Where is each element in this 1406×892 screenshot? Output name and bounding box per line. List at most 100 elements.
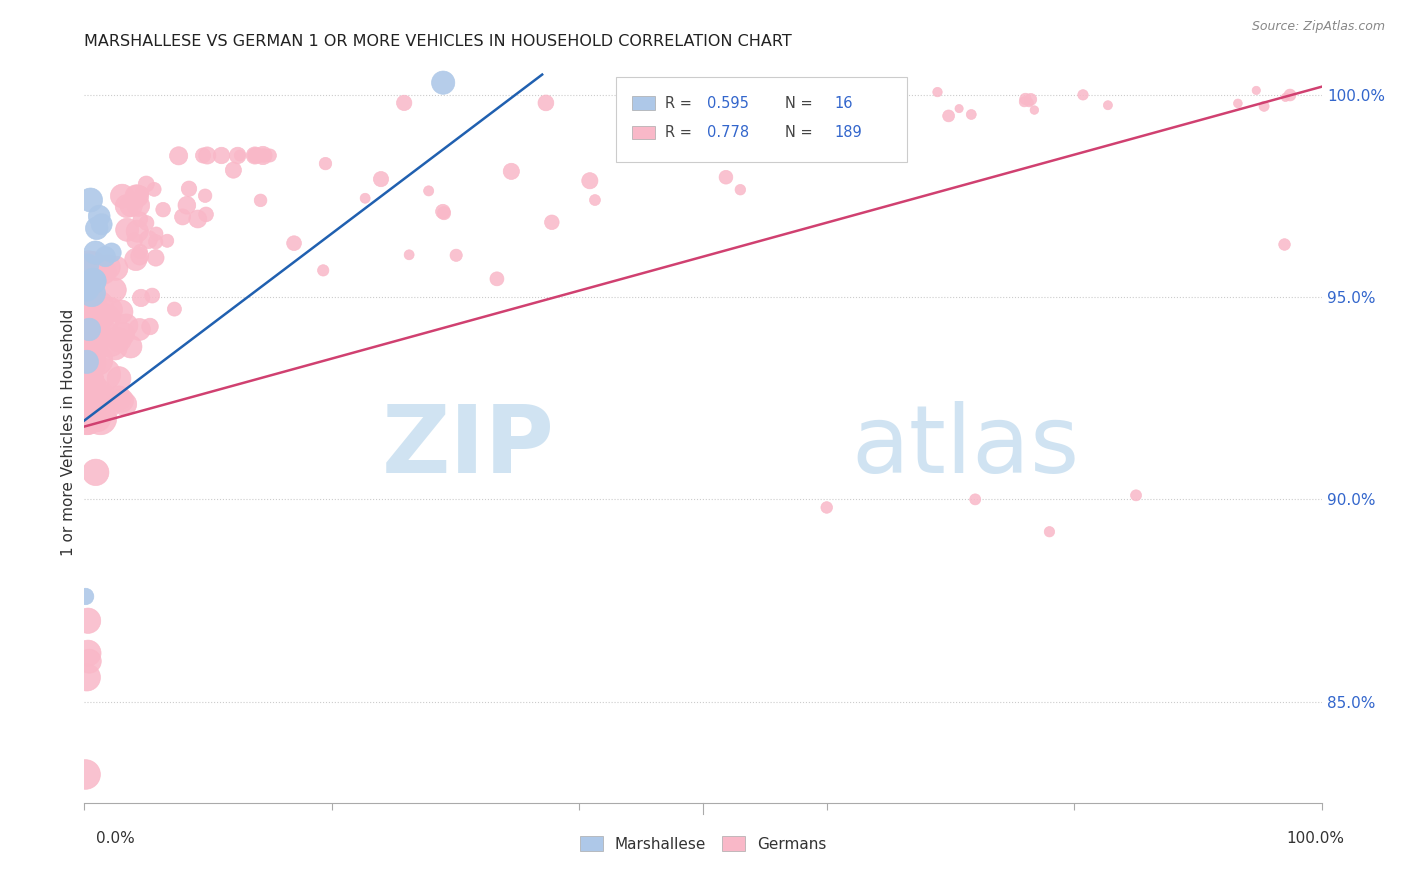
- Point: [579, 174, 602, 188]
- Point: [145, 235, 167, 249]
- Legend: Marshallese, Germans: Marshallese, Germans: [574, 830, 832, 858]
- FancyBboxPatch shape: [616, 78, 907, 162]
- Point: [775, 109, 797, 123]
- Point: [80, 300, 103, 314]
- Point: [115, 318, 138, 333]
- Point: [139, 319, 162, 334]
- Point: [226, 148, 249, 162]
- Point: [730, 183, 752, 197]
- Text: ZIP: ZIP: [381, 401, 554, 493]
- Point: [124, 234, 146, 248]
- Point: [444, 248, 467, 262]
- Point: [108, 333, 131, 347]
- Text: 16: 16: [834, 95, 852, 111]
- Point: [540, 215, 562, 229]
- Point: [94, 250, 117, 264]
- Point: [1024, 103, 1046, 117]
- Point: [91, 264, 114, 278]
- Point: [77, 348, 100, 362]
- Point: [187, 211, 209, 226]
- Point: [82, 261, 104, 276]
- Text: Source: ZipAtlas.com: Source: ZipAtlas.com: [1251, 20, 1385, 33]
- Point: [93, 391, 115, 405]
- Point: [927, 85, 949, 99]
- Point: [76, 386, 98, 401]
- Point: [1278, 88, 1301, 103]
- Point: [143, 182, 166, 196]
- Point: [111, 393, 134, 408]
- Point: [79, 343, 101, 358]
- Point: [711, 95, 734, 110]
- Point: [77, 343, 100, 357]
- Point: [76, 341, 98, 355]
- Point: [83, 274, 105, 288]
- Point: [141, 288, 163, 302]
- Point: [354, 191, 377, 205]
- Point: [76, 406, 98, 420]
- Point: [167, 149, 190, 163]
- Point: [711, 145, 734, 159]
- Point: [82, 274, 104, 288]
- Point: [172, 210, 194, 224]
- Point: [1253, 99, 1275, 113]
- Point: [80, 312, 103, 326]
- Point: [76, 282, 98, 296]
- Point: [80, 411, 103, 425]
- Point: [156, 234, 179, 248]
- Point: [1226, 96, 1249, 111]
- Point: [714, 170, 737, 185]
- Point: [75, 590, 97, 604]
- Point: [432, 204, 454, 219]
- Point: [129, 244, 152, 259]
- Text: MARSHALLESE VS GERMAN 1 OR MORE VEHICLES IN HOUSEHOLD CORRELATION CHART: MARSHALLESE VS GERMAN 1 OR MORE VEHICLES…: [84, 34, 792, 49]
- Point: [252, 148, 274, 162]
- Point: [75, 340, 97, 354]
- Point: [131, 186, 153, 200]
- Point: [87, 332, 110, 346]
- Point: [253, 148, 276, 162]
- Point: [127, 189, 149, 203]
- Text: 0.0%: 0.0%: [96, 831, 135, 847]
- Point: [312, 263, 335, 277]
- Point: [89, 297, 111, 311]
- Point: [120, 198, 142, 212]
- Point: [83, 388, 105, 402]
- Point: [98, 302, 121, 317]
- Point: [1038, 524, 1060, 539]
- Point: [125, 189, 148, 203]
- Point: [96, 326, 118, 341]
- Point: [75, 376, 97, 390]
- Point: [1019, 92, 1042, 106]
- Point: [115, 223, 138, 237]
- Point: [1014, 92, 1036, 106]
- Point: [211, 148, 233, 162]
- Point: [77, 409, 100, 424]
- Point: [655, 112, 678, 126]
- Point: [1274, 237, 1296, 252]
- Point: [1014, 95, 1036, 109]
- Point: [86, 397, 108, 411]
- Point: [1071, 87, 1094, 102]
- Point: [433, 206, 456, 220]
- Point: [75, 277, 97, 291]
- Point: [108, 371, 131, 385]
- Point: [79, 297, 101, 311]
- Point: [76, 368, 98, 383]
- Point: [398, 248, 420, 262]
- Point: [77, 614, 100, 628]
- Point: [245, 148, 267, 162]
- Point: [77, 408, 100, 422]
- Point: [749, 95, 772, 110]
- Point: [128, 322, 150, 336]
- Point: [115, 199, 138, 213]
- Point: [86, 328, 108, 343]
- Point: [87, 392, 110, 407]
- Point: [76, 291, 98, 305]
- Point: [76, 355, 98, 369]
- Point: [129, 291, 152, 305]
- Text: atlas: atlas: [852, 401, 1080, 493]
- Point: [80, 370, 103, 384]
- Text: 0.595: 0.595: [707, 95, 748, 111]
- Point: [1246, 83, 1268, 97]
- Point: [76, 318, 98, 332]
